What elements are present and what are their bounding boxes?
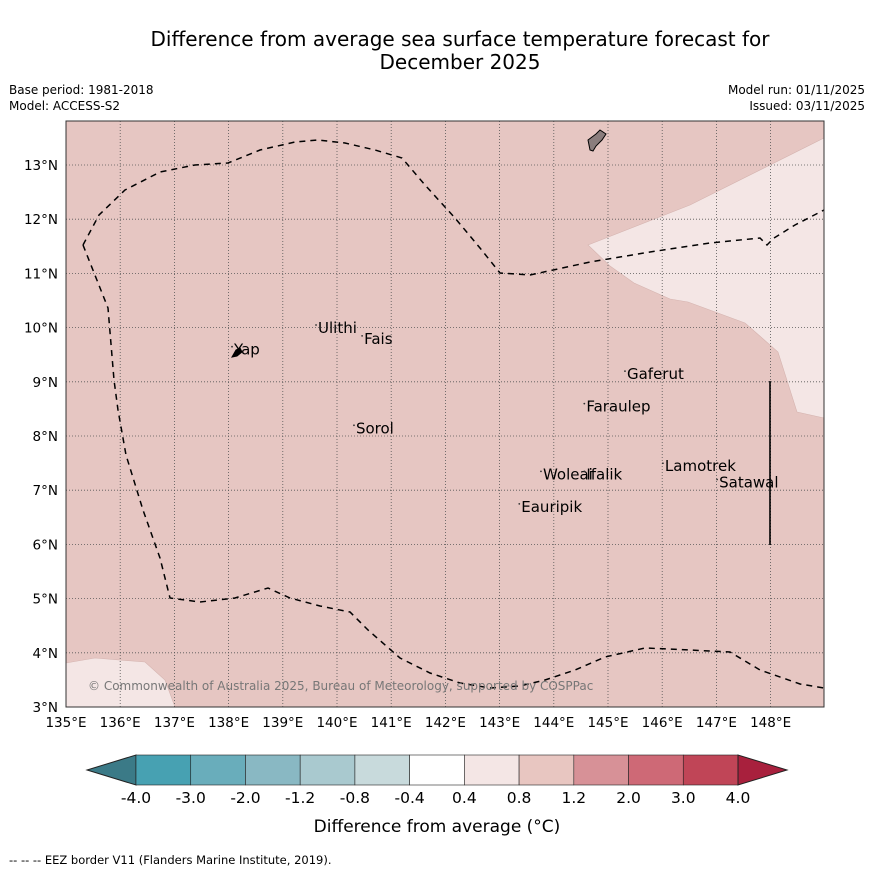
lon-tick-label: 136°E: [100, 715, 141, 731]
lat-tick-label: 4°N: [33, 646, 58, 662]
colorbar-segment: [135, 754, 192, 786]
colorbar-tick-label: 1.2: [561, 789, 586, 807]
place-marker: [716, 478, 719, 481]
map-panel: Yap Ulithi Fais Gaferut Faraulep Sorol Lamotre…: [24, 120, 825, 731]
colorbar-segment: [190, 754, 246, 786]
colorbar-tick-label: -0.4: [395, 789, 425, 807]
place-label: Gaferut: [627, 365, 684, 383]
place-marker: [518, 502, 521, 505]
colorbar-segment: [299, 754, 356, 786]
colorbar-segment: [354, 754, 410, 786]
guam-island: [587, 129, 607, 152]
place-marker: [624, 370, 626, 372]
yap-island: [231, 347, 243, 358]
lat-tick-label: 10°N: [24, 321, 58, 337]
lon-tick-label: 148°E: [750, 715, 791, 731]
eez-footnote: -- -- -- EEZ border V11 (Flanders Marine…: [9, 853, 332, 867]
place-label: Eauripik: [521, 498, 582, 516]
colorbar-tick-label: 2.0: [616, 789, 641, 807]
place-label: Satawal: [719, 473, 778, 491]
lat-tick-label: 3°N: [33, 700, 58, 716]
colorbar-tick-label: -1.2: [285, 789, 315, 807]
colorbar-label: Difference from average (°C): [314, 817, 561, 837]
place-marker: [315, 324, 317, 326]
lat-tick-label: 6°N: [33, 537, 58, 553]
map-frame: [65, 120, 825, 708]
place-labels: Yap Ulithi Fais Gaferut Faraulep Sorol Lamotre…: [231, 319, 779, 516]
lat-tick-label: 5°N: [33, 592, 58, 608]
colorbar-segment: [464, 754, 520, 786]
lat-tick-label: 13°N: [24, 158, 58, 174]
place-label: Yap: [233, 341, 260, 359]
chart-title: Difference from average sea surface temp…: [80, 28, 840, 74]
colorbar-tick-label: -2.0: [230, 789, 260, 807]
place-label: Faraulep: [586, 398, 650, 416]
meta-left: Base period: 1981-2018 Model: ACCESS-S2: [9, 82, 154, 114]
latitude-labels: 3°N 4°N 5°N 6°N 7°N 8°N 9°N 10°N 11°N 12°N 13°N: [24, 158, 58, 716]
colorbar-segment: [682, 754, 739, 786]
place-label: Fais: [364, 330, 393, 348]
lon-tick-label: 137°E: [154, 715, 195, 731]
title-line-2: December 2025: [379, 50, 541, 74]
place-marker: [353, 424, 355, 427]
copyright-text: © Commonwealth of Australia 2025, Bureau…: [88, 679, 593, 693]
colorbar-tick-label: 0.8: [507, 789, 532, 807]
lon-tick-label: 142°E: [425, 715, 466, 731]
longitude-labels: 135°E 136°E 137°E 138°E 139°E 140°E 141°E 142°E…: [45, 715, 791, 731]
lat-tick-label: 11°N: [24, 266, 58, 282]
meta-right: Model run: 01/11/2025 Issued: 03/11/2025: [728, 82, 865, 114]
colorbar-segment: [573, 754, 629, 786]
lon-tick-label: 139°E: [262, 715, 303, 731]
place-label: Lamotrek: [665, 457, 736, 475]
place-marker: [361, 334, 363, 337]
anomaly-region-0.4-0.8-east: [587, 137, 825, 419]
place-label: Woleai: [543, 465, 593, 483]
lon-tick-label: 144°E: [533, 715, 574, 731]
title-line-1: Difference from average sea surface temp…: [150, 27, 770, 51]
lon-tick-label: 138°E: [208, 715, 249, 731]
colorbar-tick-label: -4.0: [121, 789, 151, 807]
colorbar: -4.0 -3.0 -2.0 -1.2 -0.8 -0.4 0.4 0.8 1.2 2.0 3.0 4…: [85, 754, 789, 807]
place-label: Ifalik: [586, 465, 622, 483]
place-marker: [231, 345, 233, 348]
colorbar-segment: [409, 754, 465, 786]
place-marker: [662, 462, 664, 465]
colorbar-extend-high: [737, 754, 789, 786]
lon-tick-label: 146°E: [642, 715, 683, 731]
colorbar-segment: [628, 754, 684, 786]
lon-tick-label: 143°E: [479, 715, 520, 731]
place-marker: [583, 470, 586, 473]
eez-border-west: [82, 244, 825, 689]
lat-tick-label: 8°N: [33, 429, 58, 445]
colorbar-tick-label: -3.0: [176, 789, 206, 807]
colorbar-tick-label: 4.0: [726, 789, 751, 807]
place-label: Ulithi: [318, 319, 357, 337]
model-name: Model: ACCESS-S2: [9, 99, 121, 113]
lon-tick-label: 135°E: [45, 715, 86, 731]
place-marker: [540, 470, 542, 473]
lat-tick-label: 12°N: [24, 212, 58, 228]
lon-tick-label: 147°E: [696, 715, 737, 731]
colorbar-segment: [245, 754, 301, 786]
colorbar-tick-label: -0.8: [340, 789, 370, 807]
lon-tick-label: 141°E: [371, 715, 412, 731]
lon-tick-label: 145°E: [587, 715, 628, 731]
eez-border-line: [82, 139, 825, 276]
place-label: Sorol: [356, 419, 394, 437]
colorbar-tick-label: 0.4: [452, 789, 477, 807]
graticule: [66, 121, 824, 707]
base-period: Base period: 1981-2018: [9, 83, 154, 97]
colorbar-extend-low: [85, 754, 137, 786]
place-marker: [583, 402, 586, 405]
colorbar-segment: [518, 754, 575, 786]
colorbar-tick-label: 3.0: [671, 789, 696, 807]
issued-date: Issued: 03/11/2025: [749, 99, 865, 113]
lon-tick-label: 140°E: [316, 715, 357, 731]
lat-tick-label: 9°N: [33, 375, 58, 391]
lat-tick-label: 7°N: [33, 483, 58, 499]
model-run: Model run: 01/11/2025: [727, 83, 865, 97]
